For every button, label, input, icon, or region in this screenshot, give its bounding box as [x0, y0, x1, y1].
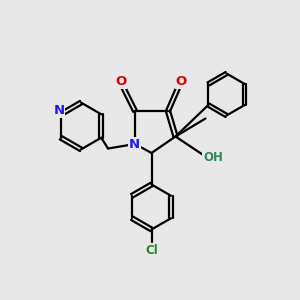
Text: N: N: [129, 138, 140, 151]
Text: N: N: [54, 104, 65, 117]
Text: O: O: [175, 75, 187, 88]
Text: O: O: [115, 75, 126, 88]
Text: OH: OH: [203, 151, 223, 164]
Text: Cl: Cl: [145, 244, 158, 257]
